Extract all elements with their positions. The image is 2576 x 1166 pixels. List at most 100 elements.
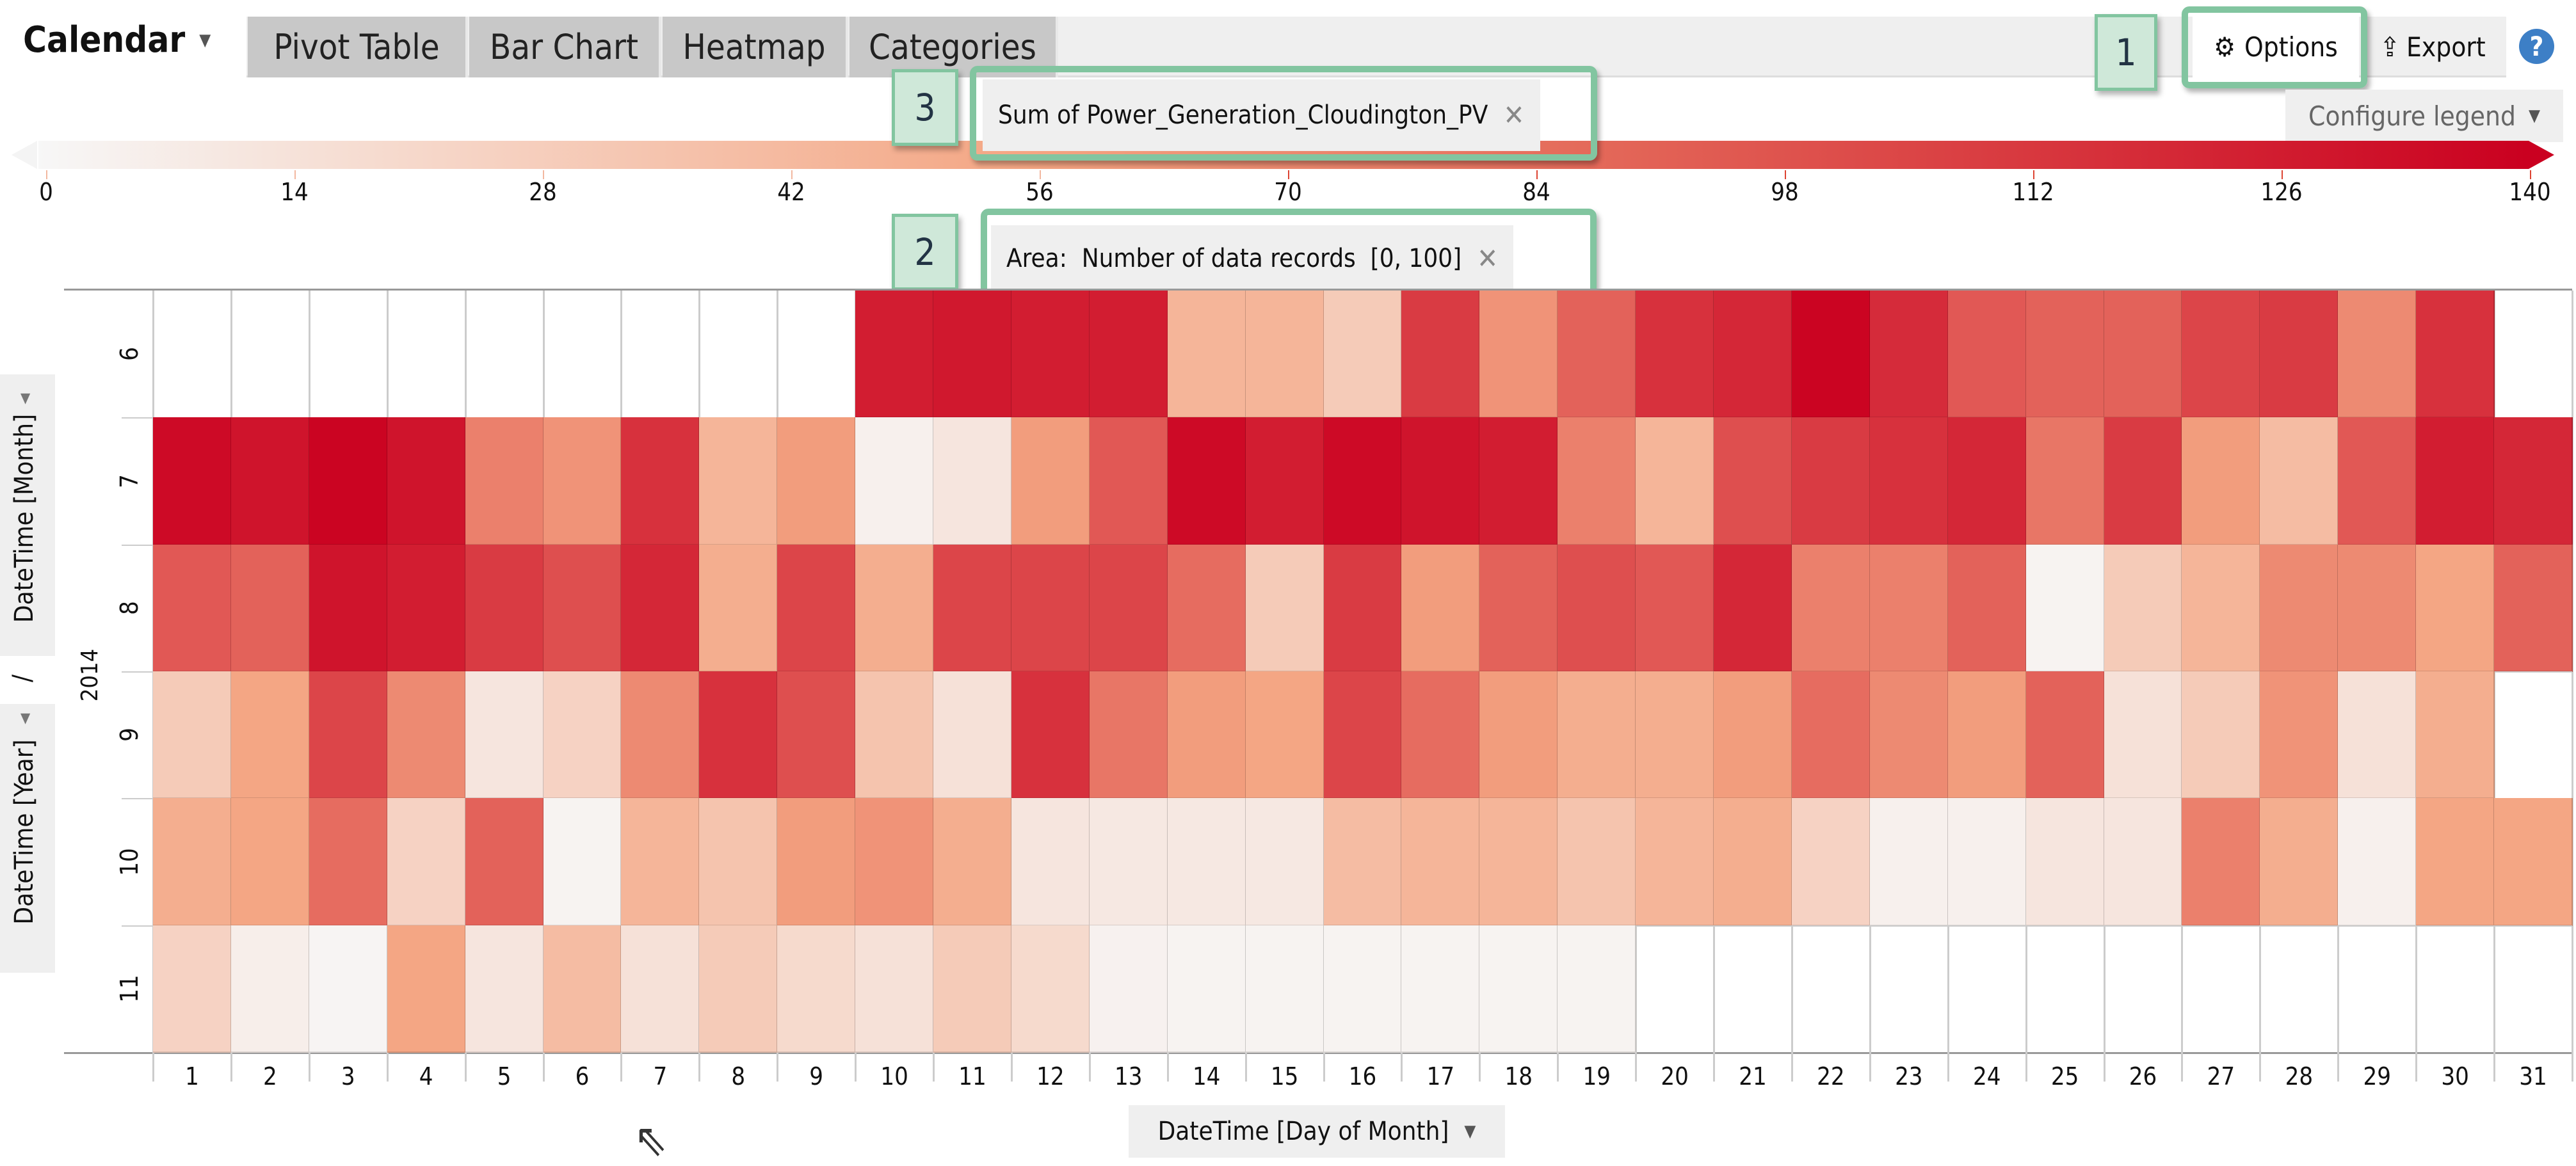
heatmap-cell[interactable]: [855, 544, 935, 672]
heatmap-cell[interactable]: [2416, 291, 2495, 419]
heatmap-cell[interactable]: [933, 417, 1012, 545]
heatmap-cell[interactable]: [1323, 544, 1403, 672]
heatmap-cell[interactable]: [1479, 671, 1559, 799]
heatmap-cell[interactable]: [543, 544, 622, 672]
heatmap-cell[interactable]: [309, 798, 388, 926]
heatmap-cell[interactable]: [777, 671, 857, 799]
heatmap-cell[interactable]: [153, 798, 232, 926]
heatmap-cell[interactable]: [2104, 671, 2183, 799]
heatmap-cell[interactable]: [1167, 798, 1246, 926]
heatmap-cell[interactable]: [1011, 798, 1090, 926]
heatmap-cell[interactable]: [1791, 291, 1871, 419]
heatmap-cell[interactable]: [1558, 671, 1637, 799]
export-button[interactable]: ⇪ Export: [2369, 17, 2497, 77]
heatmap-cell[interactable]: [1167, 925, 1246, 1053]
heatmap-cell[interactable]: [1869, 544, 1949, 672]
heatmap-cell[interactable]: [1401, 925, 1481, 1053]
heatmap-cell[interactable]: [1011, 544, 1090, 672]
heatmap-cell[interactable]: [465, 544, 544, 672]
month-axis-selector[interactable]: [0, 374, 55, 656]
heatmap-cell[interactable]: [1558, 291, 1637, 419]
measure-pill[interactable]: Sum of Power_Generation_Cloudington_PV ✕: [983, 79, 1540, 151]
heatmap-cell[interactable]: [2104, 417, 2183, 545]
heatmap-cell[interactable]: [1401, 291, 1481, 419]
heatmap-cell[interactable]: [543, 798, 622, 926]
heatmap-cell[interactable]: [777, 925, 857, 1053]
heatmap-cell[interactable]: [1245, 417, 1324, 545]
heatmap-cell[interactable]: [2338, 671, 2417, 799]
close-icon[interactable]: ✕: [1477, 242, 1499, 275]
heatmap-cell[interactable]: [1089, 798, 1168, 926]
heatmap-cell[interactable]: [1947, 544, 2027, 672]
heatmap-cell[interactable]: [1089, 417, 1168, 545]
visualization-title-dropdown[interactable]: Calendar ▼: [23, 19, 211, 61]
heatmap-cell[interactable]: [1323, 671, 1403, 799]
heatmap-cell[interactable]: [1245, 291, 1324, 419]
heatmap-cell[interactable]: [1323, 798, 1403, 926]
heatmap-cell[interactable]: [465, 671, 544, 799]
heatmap-cell[interactable]: [699, 925, 778, 1053]
heatmap-cell[interactable]: [2182, 798, 2261, 926]
heatmap-cell[interactable]: [699, 544, 778, 672]
heatmap-cell[interactable]: [2494, 798, 2573, 926]
heatmap-cell[interactable]: [387, 671, 466, 799]
heatmap-cell[interactable]: [933, 291, 1012, 419]
heatmap-cell[interactable]: [855, 925, 935, 1053]
heatmap-cell[interactable]: [1558, 544, 1637, 672]
heatmap-cell[interactable]: [1479, 544, 1559, 672]
heatmap-cell[interactable]: [2338, 798, 2417, 926]
heatmap-cell[interactable]: [1245, 798, 1324, 926]
heatmap-cell[interactable]: [1558, 798, 1637, 926]
heatmap-cell[interactable]: [1947, 417, 2027, 545]
heatmap-cell[interactable]: [2182, 671, 2261, 799]
heatmap-cell[interactable]: [1558, 925, 1637, 1053]
heatmap-cell[interactable]: [2338, 544, 2417, 672]
heatmap-cell[interactable]: [1089, 925, 1168, 1053]
heatmap-cell[interactable]: [699, 671, 778, 799]
heatmap-cell[interactable]: [387, 544, 466, 672]
heatmap-cell[interactable]: [153, 925, 232, 1053]
heatmap-cell[interactable]: [465, 925, 544, 1053]
heatmap-cell[interactable]: [1714, 544, 1792, 672]
heatmap-cell[interactable]: [1791, 417, 1871, 545]
heatmap-cell[interactable]: [1479, 925, 1559, 1053]
heatmap-cell[interactable]: [2182, 417, 2261, 545]
heatmap-cell[interactable]: [1869, 671, 1949, 799]
heatmap-cell[interactable]: [2416, 798, 2495, 926]
heatmap-cell[interactable]: [1714, 291, 1792, 419]
heatmap-cell[interactable]: [387, 417, 466, 545]
heatmap-cell[interactable]: [1479, 417, 1559, 545]
heatmap-cell[interactable]: [1558, 417, 1637, 545]
heatmap-cell[interactable]: [2025, 417, 2105, 545]
heatmap-cell[interactable]: [1479, 291, 1559, 419]
heatmap-cell[interactable]: [621, 417, 700, 545]
heatmap-cell[interactable]: [543, 417, 622, 545]
heatmap-cell[interactable]: [1011, 925, 1090, 1053]
heatmap-cell[interactable]: [699, 417, 778, 545]
heatmap-cell[interactable]: [1869, 417, 1949, 545]
heatmap-cell[interactable]: [309, 671, 388, 799]
heatmap-cell[interactable]: [1011, 291, 1090, 419]
heatmap-cell[interactable]: [933, 671, 1012, 799]
heatmap-cell[interactable]: [2260, 291, 2339, 419]
heatmap-cell[interactable]: [1791, 544, 1871, 672]
heatmap-cell[interactable]: [933, 925, 1012, 1053]
heatmap-cell[interactable]: [2025, 544, 2105, 672]
heatmap-cell[interactable]: [1401, 798, 1481, 926]
heatmap-cell[interactable]: [1791, 798, 1871, 926]
heatmap-cell[interactable]: [1636, 417, 1715, 545]
heatmap-cell[interactable]: [2182, 544, 2261, 672]
heatmap-cell[interactable]: [2260, 544, 2339, 672]
configure-legend-dropdown[interactable]: Configure legend ▼: [2285, 90, 2563, 142]
heatmap-cell[interactable]: [777, 417, 857, 545]
close-icon[interactable]: ✕: [1503, 99, 1525, 132]
heatmap-cell[interactable]: [2025, 671, 2105, 799]
heatmap-cell[interactable]: [465, 417, 544, 545]
heatmap-cell[interactable]: [387, 925, 466, 1053]
heatmap-cell[interactable]: [1089, 544, 1168, 672]
heatmap-cell[interactable]: [621, 798, 700, 926]
heatmap-cell[interactable]: [2494, 544, 2573, 672]
heatmap-cell[interactable]: [1636, 544, 1715, 672]
heatmap-cell[interactable]: [1245, 671, 1324, 799]
heatmap-cell[interactable]: [2104, 291, 2183, 419]
